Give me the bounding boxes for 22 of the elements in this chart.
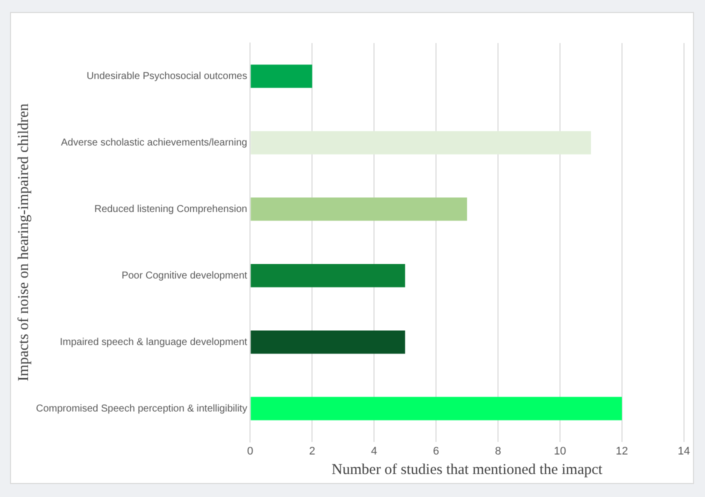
bar [250,64,312,88]
y-axis-title: Impacts of noise on hearing-impaired children [16,102,32,382]
x-tick-label: 12 [616,445,628,458]
x-tick-label: 10 [554,445,566,458]
x-tick-label: 14 [678,445,690,458]
x-tick-label: 6 [433,445,440,458]
y-tick-label: Poor Cognitive development [122,270,248,282]
x-tick-label: 2 [309,445,316,458]
bar [250,198,468,221]
y-tick-label: Reduced listening Comprehension [94,204,248,215]
bar [250,264,406,288]
y-tick-label: Impaired speech & language development [60,336,248,348]
y-tick-label: Compromised Speech perception & intelligibility [36,403,248,414]
x-tick-label: 4 [371,445,378,458]
bar [250,396,622,420]
bar [250,131,591,154]
y-tick-label: Adverse scholastic achievements/learning [60,137,248,148]
y-tick-label: Undesirable Psychosocial outcomes [86,70,248,82]
bar [250,330,406,354]
x-axis-title: Number of studies that mentioned the imapct [332,462,604,478]
x-tick-label: 8 [494,445,502,458]
x-tick-label: 0 [247,445,254,458]
